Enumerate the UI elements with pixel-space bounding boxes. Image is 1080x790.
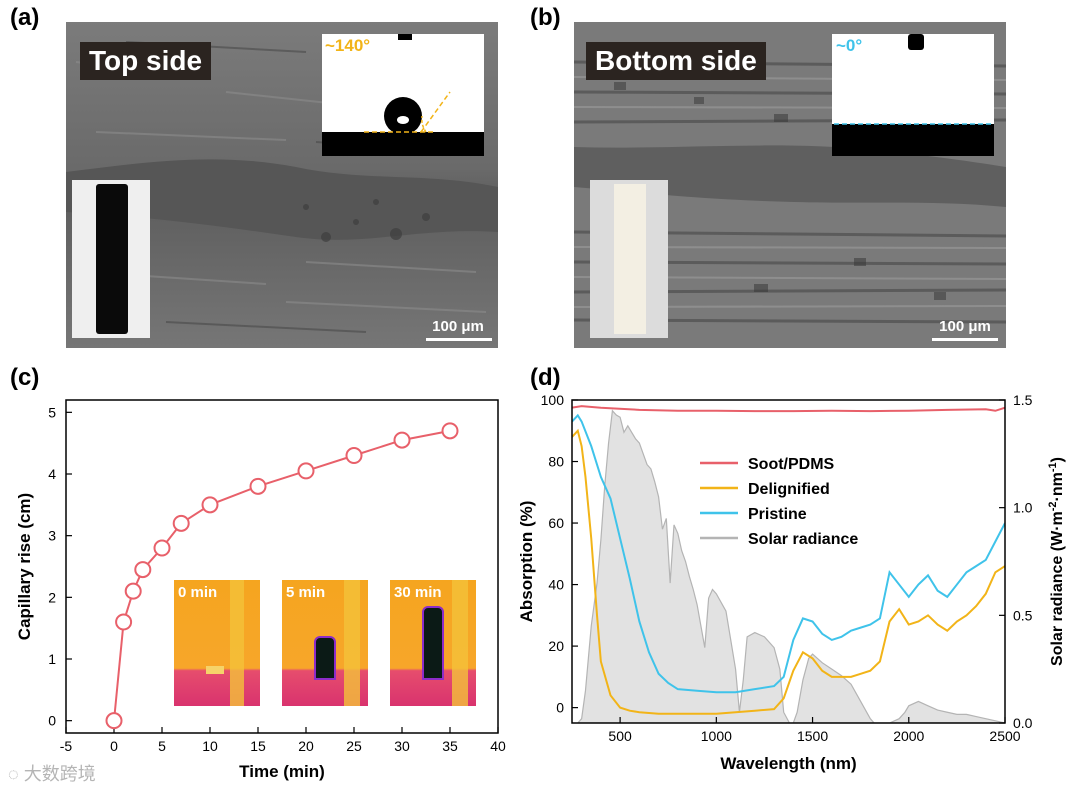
scale-bar-b [932,338,998,341]
series-solar-radiance [576,409,1005,723]
thermal-inset-30min: 30 min [390,580,476,706]
data-point-c [134,561,152,579]
contact-angle-b: ~0° [836,36,863,55]
thermal-inset-5min: 5 min [282,580,368,706]
x-tick-label-d: 2000 [893,728,924,744]
white-strip [614,184,646,334]
sample-photo-bottom [590,180,668,338]
data-point-c [172,514,190,532]
x-tick-label-c: 10 [202,738,218,754]
y-tick-label-d: 60 [548,515,564,531]
x-tick-label-c: 40 [490,738,506,754]
y-tick-label-d: 80 [548,454,564,470]
y2-tick-label-d: 0.5 [1013,607,1033,623]
x-tick-label-c: 20 [298,738,314,754]
y-tick-label-c: 4 [48,466,56,482]
y-tick-label-c: 3 [48,528,56,544]
x-tick-label-c: -5 [60,738,73,754]
x-tick-label-d: 2500 [989,728,1020,744]
panel-c-label: (c) [10,364,40,391]
inset-label-30: 30 min [394,584,442,601]
data-point-c [441,422,459,440]
y2-tick-label-d: 1.0 [1013,500,1033,516]
watermark-icon: ◌ [8,764,24,784]
x-tick-label-c: 15 [250,738,266,754]
x-axis-label-d: Wavelength (nm) [720,754,856,773]
data-point-c [393,431,411,449]
legend-label: Pristine [748,506,807,523]
series-pristine [572,413,1005,694]
x-tick-label-c: 0 [110,738,118,754]
panel-d-label: (d) [530,364,561,391]
scale-bar-a [426,338,492,341]
y-tick-label-c: 2 [48,589,56,605]
y-tick-label-c: 0 [48,713,56,729]
x-tick-label-d: 1500 [797,728,828,744]
contact-angle-inset-a: ~140° [322,34,484,156]
panel-b-label: (b) [530,4,561,31]
sem-image-top-side: Top side ~140° 100 μm [66,22,498,348]
data-point-c [297,462,315,480]
data-point-c [105,712,123,730]
contact-angle-inset-b: ~0° [832,34,994,156]
y-tick-label-c: 1 [48,651,56,667]
inset-label-5: 5 min [286,584,326,601]
x-tick-label-c: 30 [394,738,410,754]
y-tick-label-d: 20 [548,638,564,654]
panel-a-title: Top side [80,42,212,80]
black-strip [96,184,128,334]
data-point-c [115,613,133,631]
y-tick-label-d: 0 [556,700,564,716]
plot-frame-d [571,399,1006,724]
x-tick-label-c: 25 [346,738,362,754]
data-point-c [249,477,267,495]
panel-a-label: (a) [10,4,40,31]
sample-photo-top [72,180,150,338]
data-point-c [124,582,142,600]
legend-label: Soot/PDMS [748,456,835,473]
legend-label: Solar radiance [748,531,858,548]
y-tick-label-d: 40 [548,577,564,593]
plot-frame-c [65,399,499,734]
y2-axis-label-d: Solar radiance (W·m-2·nm-1) [1047,457,1066,666]
y2-tick-label-d: 1.5 [1013,392,1033,408]
thermal-inset-0min: 0 min [174,580,260,706]
x-tick-label-d: 500 [608,728,632,744]
panel-b-title: Bottom side [586,42,766,80]
watermark-text: 大数跨境 [23,764,96,784]
x-tick-label-c: 5 [158,738,166,754]
sem-image-bottom-side: Bottom side ~0° 100 μm [574,22,1006,348]
scale-label-b: 100 μm [939,318,991,335]
x-tick-label-d: 1000 [701,728,732,744]
y-tick-label-d: 100 [541,392,565,408]
scale-label-a: 100 μm [432,318,484,335]
data-point-c [153,539,171,557]
y-axis-label-d: Absorption (%) [517,501,536,623]
watermark: ◌ 大数跨境 [8,760,96,786]
inset-label-0: 0 min [178,584,218,601]
y-axis-label-c: Capillary rise (cm) [15,493,34,640]
series-delignified [572,428,1005,715]
x-axis-label-c: Time (min) [239,762,325,781]
legend-label: Delignified [748,481,830,498]
contact-angle-a: ~140° [325,36,371,55]
series-soot-pdms [572,405,1005,413]
y-tick-label-c: 5 [48,404,56,420]
data-point-c [201,496,219,514]
x-tick-label-c: 35 [442,738,458,754]
absorption-chart: 500 1000 1500 2000 2500 0 20 40 60 80 100 0.0 0.5 1.0… [517,392,1066,773]
y2-tick-label-d: 0.0 [1013,715,1033,731]
data-point-c [345,447,363,464]
